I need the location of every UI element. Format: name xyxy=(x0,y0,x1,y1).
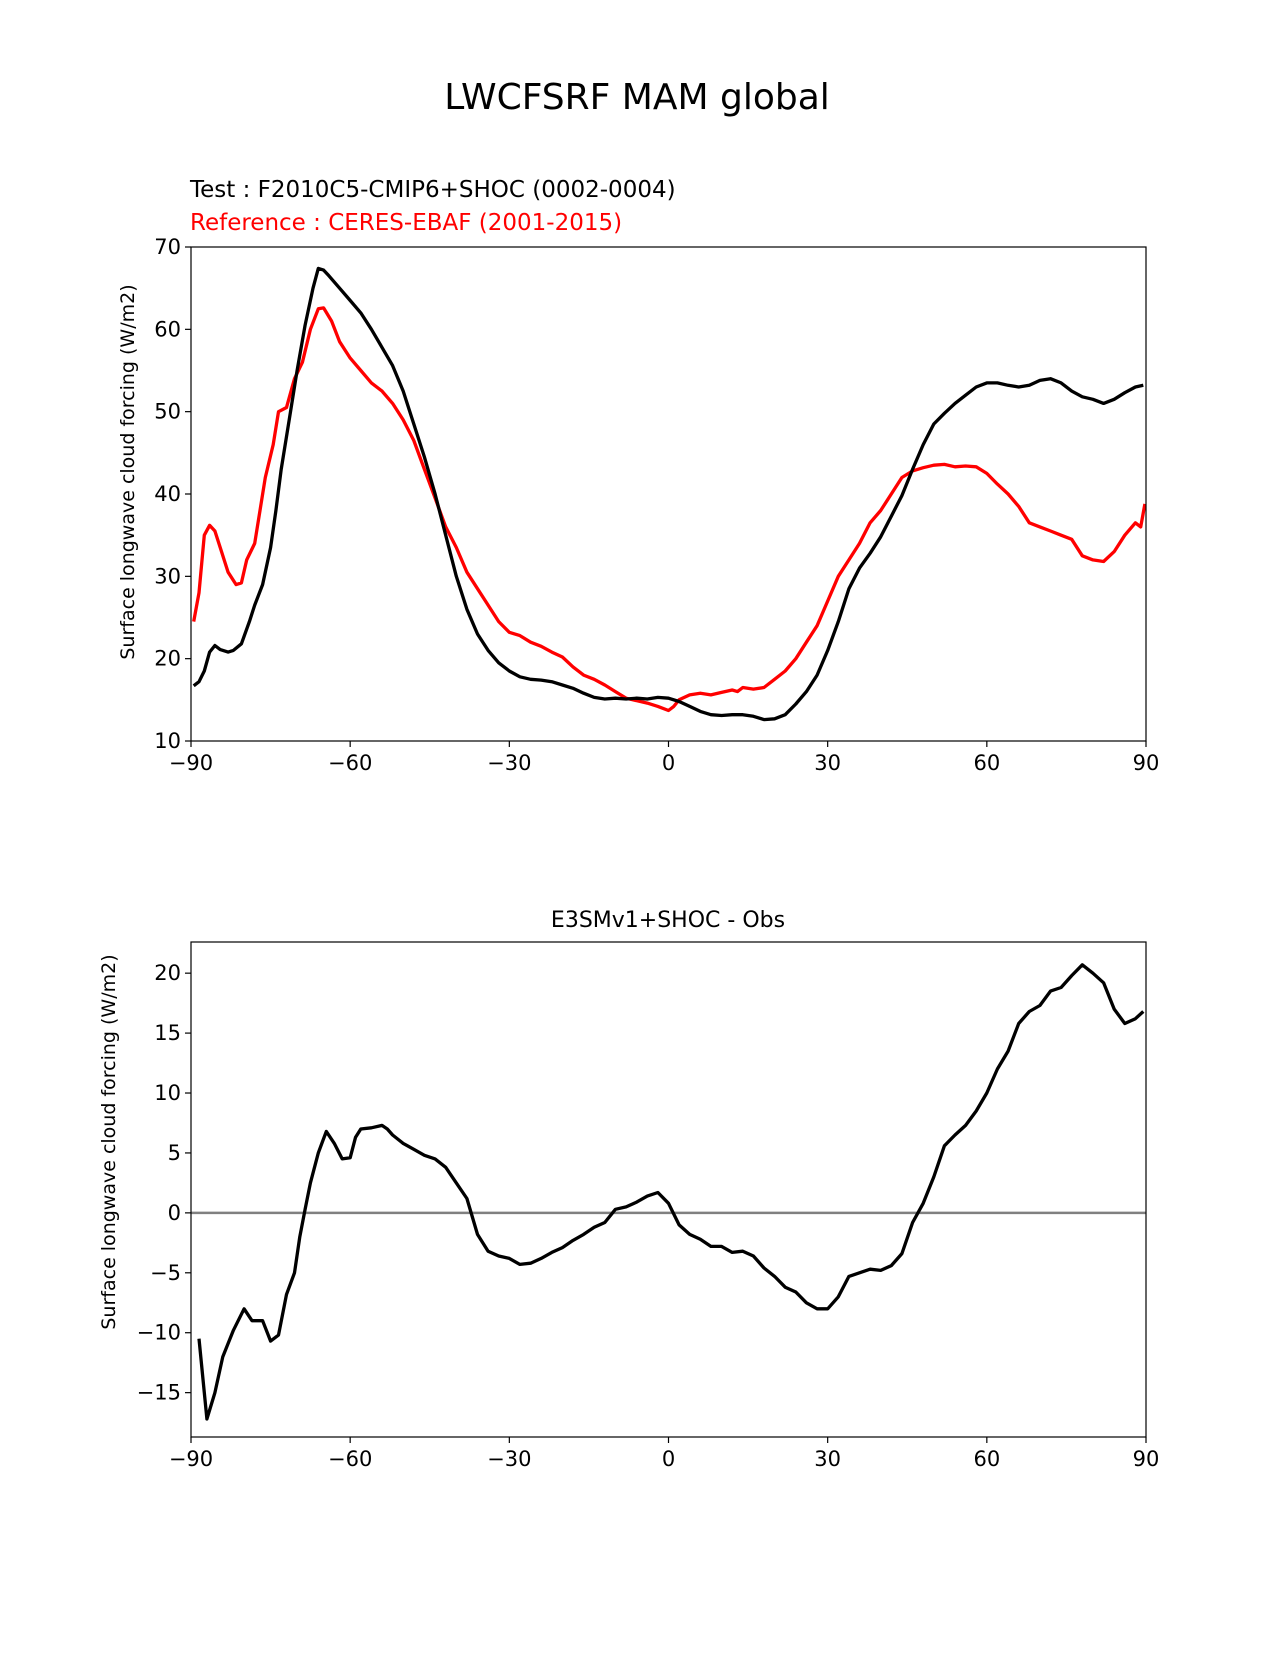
x-tick-label: 30 xyxy=(814,1447,841,1471)
legend-test-label: Test : F2010C5-CMIP6+SHOC (0002-0004) xyxy=(189,177,676,203)
series-line-reference-ceres-ebaf-2001-2015 xyxy=(192,306,1147,713)
y-tick-label: 60 xyxy=(154,317,181,341)
y-tick-label: 20 xyxy=(154,647,181,671)
y-tick-label: 50 xyxy=(154,400,181,424)
y-tick-label: 20 xyxy=(154,961,181,985)
top-panel-axes-frame xyxy=(190,246,1147,742)
series-line-e3smv1-shoc-obs xyxy=(197,963,1145,1421)
top-panel-ticks: −90 −60 −30 0 30 60 90 10 20 30 40 50 60 70 xyxy=(154,235,1159,775)
y-tick-label: 10 xyxy=(154,1081,181,1105)
y-tick-label: 5 xyxy=(168,1141,181,1165)
x-tick-label: 30 xyxy=(814,751,841,775)
x-tick-label: −90 xyxy=(169,751,213,775)
top-panel: Test : F2010C5-CMIP6+SHOC (0002-0004) Re… xyxy=(117,177,1159,775)
x-tick-label: 90 xyxy=(1133,1447,1160,1471)
series-line-test-f2010c5-cmip6-shoc-0002-0004 xyxy=(192,266,1144,722)
x-tick-label: 0 xyxy=(662,1447,675,1471)
bottom-panel-y-axis-label: Surface longwave cloud forcing (W/m2) xyxy=(98,954,120,1329)
bottom-panel-ticks: −90 −60 −30 0 30 60 90 −15 −10 −5 0 5 10 15 20 xyxy=(137,961,1160,1471)
x-tick-label: −90 xyxy=(169,1447,213,1471)
bottom-panel: E3SMv1+SHOC - Obs Surface longwave cloud… xyxy=(98,908,1159,1471)
x-tick-label: −60 xyxy=(328,1447,372,1471)
legend-reference-label: Reference : CERES-EBAF (2001-2015) xyxy=(190,210,622,236)
y-tick-label: 10 xyxy=(154,729,181,753)
y-tick-label: −5 xyxy=(150,1261,181,1285)
figure-title: LWCFSRF MAM global xyxy=(444,77,830,118)
bottom-panel-series xyxy=(191,963,1146,1421)
x-tick-label: 60 xyxy=(973,1447,1000,1471)
top-panel-series xyxy=(192,266,1147,722)
y-tick-label: −10 xyxy=(137,1321,181,1345)
bottom-panel-title: E3SMv1+SHOC - Obs xyxy=(551,908,785,933)
x-tick-label: −30 xyxy=(487,751,531,775)
y-tick-label: −15 xyxy=(137,1381,181,1405)
x-tick-label: 60 xyxy=(973,751,1000,775)
top-panel-y-axis-label: Surface longwave cloud forcing (W/m2) xyxy=(117,284,139,659)
bottom-panel-axes-frame xyxy=(190,941,1147,1438)
x-tick-label: −30 xyxy=(487,1447,531,1471)
x-tick-label: −60 xyxy=(328,751,372,775)
x-tick-label: 90 xyxy=(1133,751,1160,775)
y-tick-label: 40 xyxy=(154,482,181,506)
x-tick-label: 0 xyxy=(662,751,675,775)
y-tick-label: 15 xyxy=(154,1021,181,1045)
y-tick-label: 30 xyxy=(154,564,181,588)
y-tick-label: 70 xyxy=(154,235,181,259)
y-tick-label: 0 xyxy=(168,1201,181,1225)
